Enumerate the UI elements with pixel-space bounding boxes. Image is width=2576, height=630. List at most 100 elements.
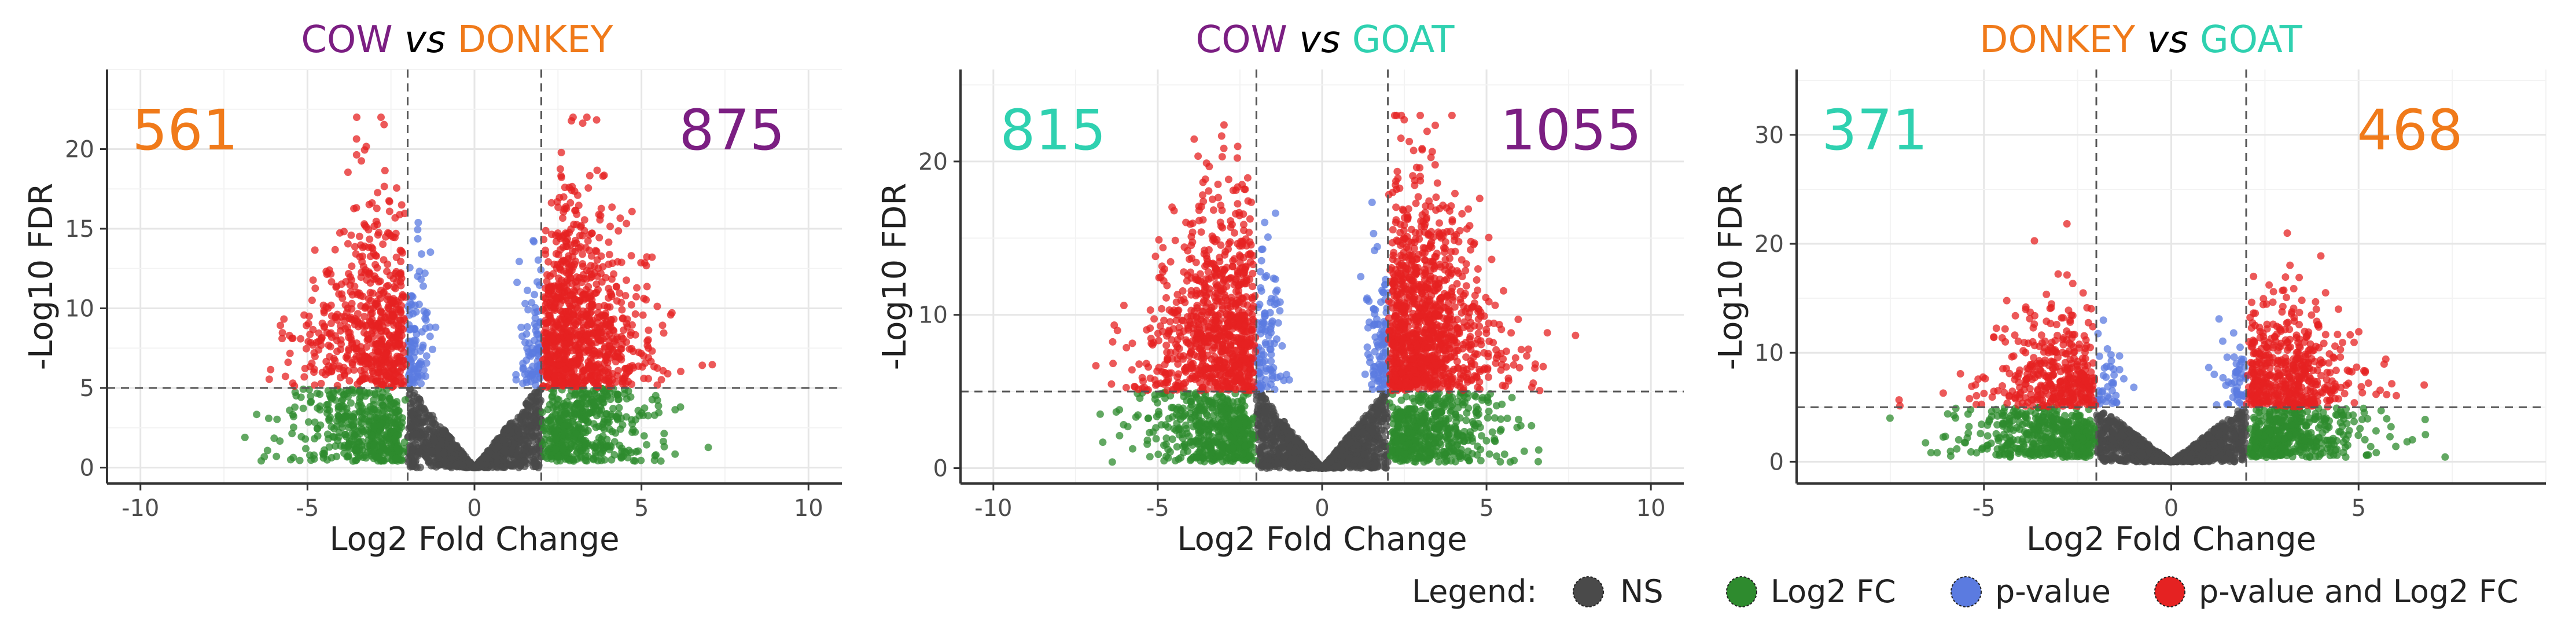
point-both <box>552 250 560 258</box>
point-both <box>557 148 565 156</box>
point-ns <box>1364 441 1372 449</box>
point-both <box>594 309 602 317</box>
point-ns <box>1374 445 1382 453</box>
x-tick-label: 0 <box>467 495 481 522</box>
point-ns <box>524 402 532 410</box>
point-both <box>277 321 285 329</box>
point-log2fc <box>1108 458 1116 466</box>
point-log2fc <box>393 444 402 452</box>
point-both <box>362 142 370 151</box>
point-both <box>577 314 585 322</box>
point-both <box>365 243 373 251</box>
point-both <box>584 184 593 192</box>
point-both <box>563 280 571 288</box>
point-both <box>344 169 352 176</box>
point-ns <box>500 436 508 444</box>
point-ns <box>430 437 439 445</box>
point-pvalue <box>414 369 422 377</box>
point-both <box>591 247 599 255</box>
point-pvalue <box>421 269 429 277</box>
point-both <box>640 375 648 383</box>
point-log2fc <box>554 453 562 461</box>
point-log2fc <box>539 441 547 449</box>
point-ns <box>1363 449 1371 457</box>
point-both <box>599 263 607 271</box>
point-log2fc <box>609 405 617 412</box>
point-both <box>325 266 333 274</box>
point-both <box>393 184 400 192</box>
point-pvalue <box>513 279 521 287</box>
point-both <box>392 340 400 349</box>
point-both <box>352 204 360 212</box>
point-both <box>542 343 550 351</box>
point-both <box>348 361 356 368</box>
point-log2fc <box>634 447 642 455</box>
point-log2fc <box>565 433 573 441</box>
point-log2fc <box>614 395 622 404</box>
point-log2fc <box>637 456 645 464</box>
point-ns <box>439 427 447 435</box>
point-ns <box>1262 416 1270 424</box>
point-log2fc <box>270 434 278 442</box>
point-log2fc <box>324 401 332 408</box>
point-both <box>561 184 569 192</box>
point-ns <box>1338 446 1346 454</box>
point-ns <box>501 448 509 456</box>
point-log2fc <box>333 452 341 460</box>
point-ns <box>408 446 416 455</box>
point-both <box>374 189 382 197</box>
point-both <box>546 367 554 375</box>
point-both <box>642 296 650 304</box>
point-both <box>327 320 335 327</box>
point-both <box>627 252 635 260</box>
point-pvalue <box>528 370 536 378</box>
point-both <box>389 296 396 305</box>
point-log2fc <box>362 454 370 462</box>
point-both <box>380 256 388 264</box>
point-both <box>625 345 634 353</box>
point-both <box>308 359 316 367</box>
point-log2fc <box>640 432 648 440</box>
point-log2fc <box>378 393 386 401</box>
point-both <box>627 328 635 336</box>
point-log2fc <box>289 423 297 431</box>
point-both <box>353 113 360 121</box>
point-ns <box>1274 427 1281 435</box>
point-log2fc <box>1129 445 1136 453</box>
point-both <box>347 231 355 239</box>
point-both <box>351 283 359 291</box>
point-log2fc <box>288 430 296 438</box>
point-both <box>543 383 551 391</box>
point-both <box>329 364 336 372</box>
point-log2fc <box>352 446 360 455</box>
point-log2fc <box>610 438 619 446</box>
point-both <box>391 269 399 277</box>
point-ns <box>421 407 429 415</box>
point-ns <box>1276 435 1285 443</box>
point-both <box>542 250 550 258</box>
point-both <box>327 333 336 341</box>
point-both <box>595 211 603 218</box>
point-ns <box>1331 449 1339 457</box>
point-both <box>308 296 316 305</box>
point-both <box>311 246 319 254</box>
point-log2fc <box>370 444 378 452</box>
point-both <box>632 292 640 301</box>
point-ns <box>526 422 534 430</box>
point-log2fc <box>337 397 345 405</box>
x-tick-label: -10 <box>122 495 159 522</box>
point-both <box>616 214 624 222</box>
point-log2fc <box>577 415 586 423</box>
point-both <box>380 182 388 191</box>
point-ns <box>521 412 529 420</box>
point-log2fc <box>338 423 346 431</box>
point-both <box>377 113 385 121</box>
point-both <box>558 366 566 374</box>
point-both <box>604 364 612 372</box>
point-both <box>573 239 580 247</box>
point-log2fc <box>627 393 635 401</box>
point-log2fc <box>591 402 599 410</box>
point-both <box>660 329 668 337</box>
point-ns <box>417 423 425 431</box>
point-both <box>549 335 557 343</box>
